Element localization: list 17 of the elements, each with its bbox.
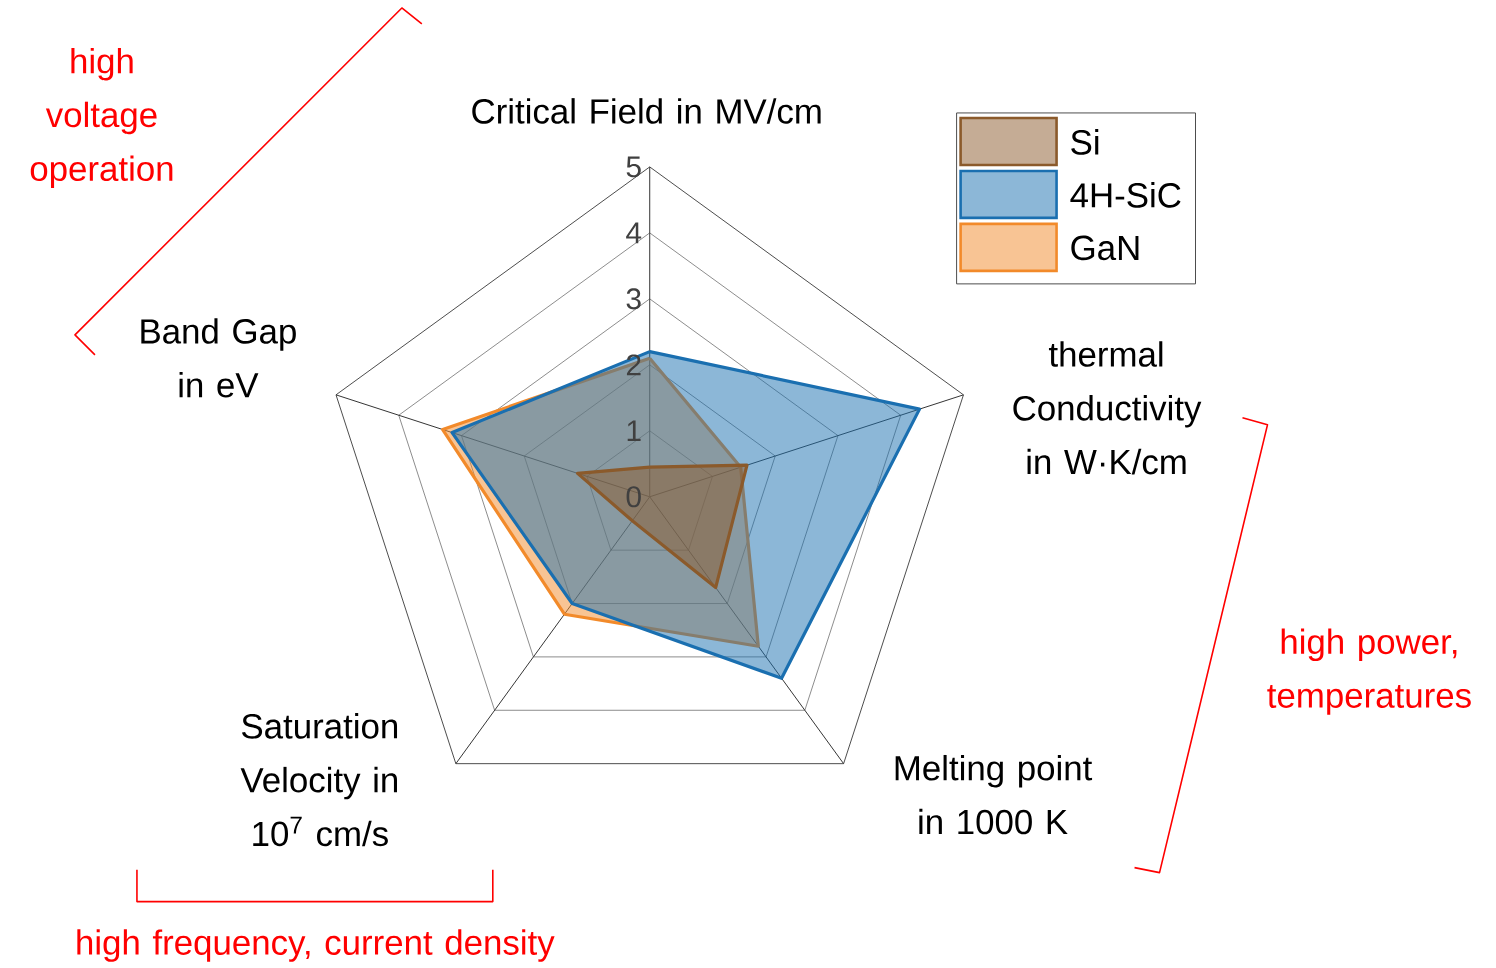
spoke-label: Melting point in 1000 K: [895, 754, 1093, 835]
y-tick-label: 0: [626, 485, 641, 508]
spoke-label: Band Gap in eV: [141, 317, 296, 398]
spoke-label: Saturation Velocity in 10$^{7}$ cm/s: [240, 712, 398, 847]
spoke-label: thermal Conductivity in W·K/cm: [1013, 341, 1202, 475]
y-tick-label: 1: [627, 420, 641, 441]
text: high voltage operation: [30, 47, 173, 188]
spoke-label: Critical Field in MV/cm: [472, 97, 821, 124]
y-tick-label: 2: [626, 354, 641, 376]
legend-label: GaN: [1071, 235, 1139, 260]
legend-label: Si: [1071, 128, 1099, 155]
legend-label: 4H-SiC: [1070, 181, 1181, 208]
y-tick-label: 4: [626, 222, 642, 243]
y-tick-label: 3: [626, 288, 641, 310]
y-tick-label: 5: [626, 156, 641, 178]
text: high frequency, current density: [77, 929, 555, 962]
text: high power, temperatures: [1267, 628, 1471, 715]
